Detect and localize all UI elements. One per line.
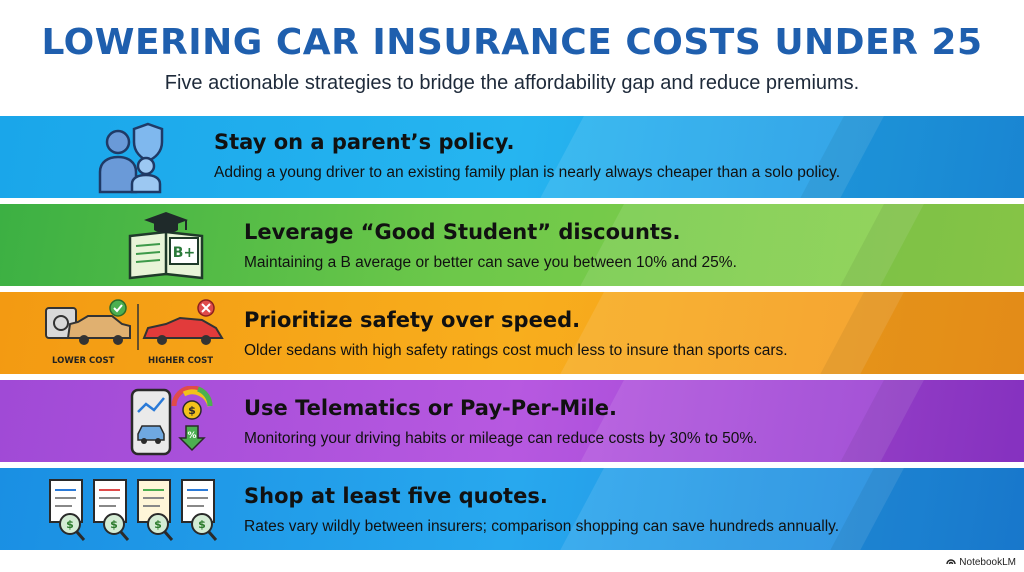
svg-text:$: $	[66, 518, 74, 531]
brand-name: NotebookLM	[959, 557, 1016, 568]
sedan-vs-sportscar-icon	[40, 298, 230, 372]
strategy-band-4: $ % Use Telematics or Pay-Per-Mile. Moni…	[0, 380, 1024, 462]
svg-text:$: $	[110, 518, 118, 531]
strategy-description: Maintaining a B average or better can sa…	[244, 254, 737, 271]
brand-watermark: NotebookLM	[946, 557, 1016, 568]
family-shield-icon	[96, 120, 186, 196]
svg-text:$: $	[198, 518, 206, 531]
quote-comparison-icon: $ $ $	[46, 476, 232, 546]
graduation-book-icon: B+	[124, 208, 210, 284]
strategy-band-1: Stay on a parent’s policy. Adding a youn…	[0, 116, 1024, 198]
strategy-description: Adding a young driver to an existing fam…	[214, 164, 841, 181]
svg-text:$: $	[188, 404, 196, 417]
strategy-heading: Use Telematics or Pay-Per-Mile.	[244, 396, 617, 420]
strategy-description: Older sedans with high safety ratings co…	[244, 342, 788, 359]
svg-text:%: %	[187, 431, 196, 441]
strategy-band-3: LOWER COST HIGHER COST Prioritize safety…	[0, 292, 1024, 374]
strategy-heading: Shop at least five quotes.	[244, 484, 548, 508]
telematics-phone-icon: $ %	[128, 385, 228, 458]
page-subtitle: Five actionable strategies to bridge the…	[164, 72, 860, 94]
page-title: LOWERING CAR INSURANCE COSTS UNDER 25	[41, 22, 983, 63]
strategy-band-2: B+ Leverage “Good Student” discounts. Ma…	[0, 204, 1024, 286]
strategy-description: Monitoring your driving habits or mileag…	[244, 430, 758, 447]
strategy-heading: Prioritize safety over speed.	[244, 308, 581, 332]
strategy-heading: Stay on a parent’s policy.	[214, 130, 515, 154]
svg-text:$: $	[154, 518, 162, 531]
strategy-heading: Leverage “Good Student” discounts.	[244, 220, 681, 244]
strategy-description: Rates vary wildly between insurers; comp…	[244, 518, 840, 535]
lower-cost-label: LOWER COST	[52, 356, 115, 366]
strategy-band-5: $ $ $	[0, 468, 1024, 550]
svg-text:B+: B+	[173, 245, 195, 261]
notebooklm-logo-icon	[946, 557, 957, 568]
higher-cost-label: HIGHER COST	[148, 356, 214, 366]
